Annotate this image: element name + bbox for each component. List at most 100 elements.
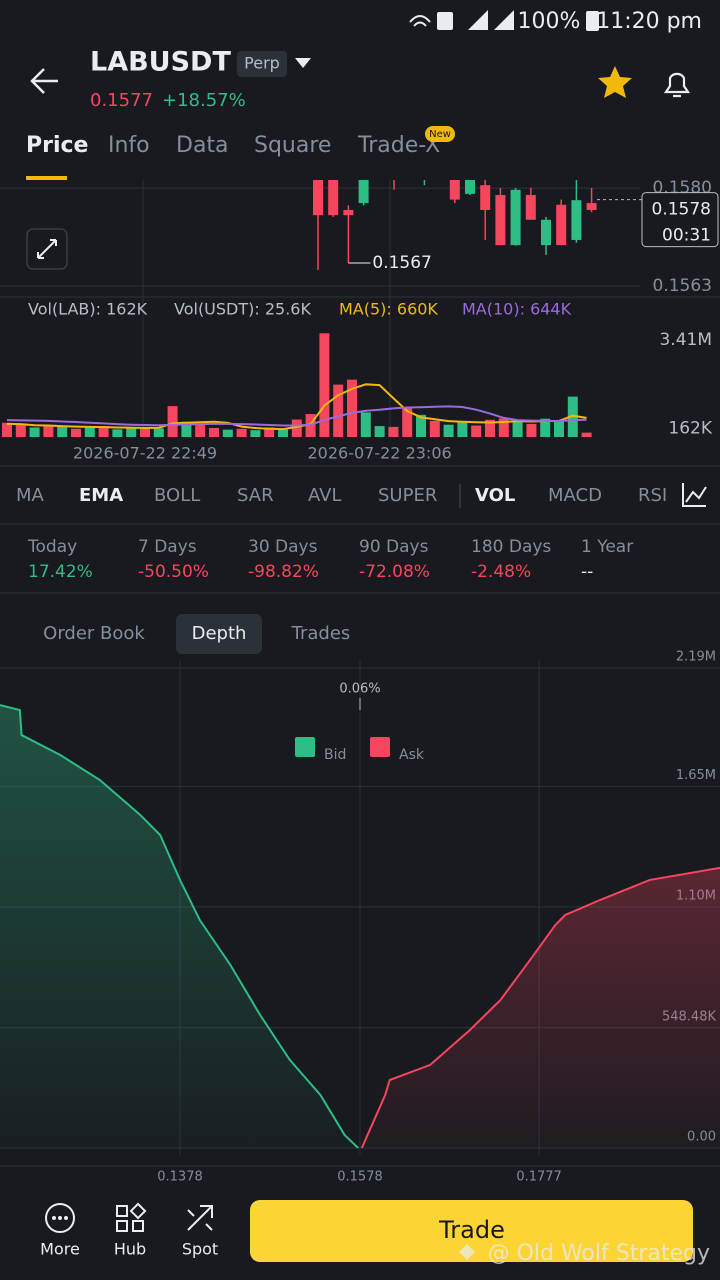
volume-bar: [291, 419, 302, 437]
indicator-tab[interactable]: VOL: [475, 485, 515, 506]
volume-bar: [485, 419, 495, 437]
favorite-star[interactable]: [598, 66, 632, 98]
symbol-dropdown[interactable]: [295, 58, 311, 68]
active-tab-underline: [26, 176, 67, 180]
candle-body: [328, 180, 339, 216]
indicator-tab[interactable]: SUPER: [378, 485, 437, 506]
tab[interactable]: Info: [108, 133, 150, 158]
volume-bar: [195, 423, 206, 437]
volume-bar: [84, 427, 95, 437]
clock: 11:20 pm: [596, 9, 702, 34]
expand-button[interactable]: [26, 228, 68, 270]
volume-bar: [278, 429, 288, 437]
book-tab[interactable]: Depth: [192, 623, 247, 644]
trade-button[interactable]: [250, 1200, 693, 1262]
back-button[interactable]: [30, 68, 58, 94]
price-tag-bg: [641, 192, 719, 248]
spread-annotation: 0.06%: [339, 682, 380, 697]
status-icons: [409, 10, 599, 31]
volume-bar: [57, 426, 68, 437]
indicator-tab[interactable]: EMA: [79, 485, 123, 506]
volume-bar: [250, 430, 261, 437]
volume-bar: [153, 428, 164, 437]
volume-bar: [347, 379, 357, 437]
period-label: Today: [27, 537, 77, 557]
volume-bar: [567, 396, 578, 437]
y-tick-label: 162K: [668, 419, 712, 439]
hub-icon: [116, 1202, 147, 1232]
indicator-tab[interactable]: BOLL: [154, 485, 200, 506]
alert-bell[interactable]: [663, 72, 691, 98]
volume-bar: [29, 427, 40, 437]
volume-bar: [526, 423, 537, 437]
depth-area: [361, 867, 720, 1148]
volume-bar: [167, 406, 178, 437]
bottom-nav: More Hub Spot: [40, 1240, 218, 1259]
candle-body: [343, 209, 354, 216]
indicator-tab[interactable]: AVL: [308, 485, 342, 506]
tab[interactable]: Data: [176, 133, 229, 158]
volume-bar: [402, 406, 413, 437]
indicator-tab[interactable]: RSI: [638, 485, 667, 506]
tab[interactable]: Square: [254, 133, 331, 158]
y-tick-label: 1.65M: [676, 768, 716, 783]
depth-line: [360, 866, 720, 1149]
volume-bar: [540, 418, 551, 437]
volume-bar: [554, 421, 564, 437]
volume-bar: [15, 423, 26, 437]
more-icon: [45, 1203, 75, 1233]
watermark-logo: [459, 1244, 475, 1260]
x-tick-label: 2026-07-22 22:49: [73, 444, 217, 463]
perp-badge: Perp: [244, 54, 280, 73]
performance: Today 17.42% 7 Days -50.50% 30 Days -98.82% 90…: [27, 537, 633, 582]
x-tick-label: 0.1777: [516, 1170, 562, 1185]
new-badge: New: [429, 129, 451, 140]
indicator-tab[interactable]: MA: [16, 485, 45, 506]
y-tick-label: 2.19M: [676, 650, 716, 665]
volume-bar: [98, 426, 109, 437]
volume-bar: [581, 432, 592, 437]
indicator-tab[interactable]: SAR: [237, 485, 274, 506]
period-change: 17.42%: [28, 562, 93, 582]
legend-entry: MA(5): 660K: [339, 300, 438, 319]
depth-line: [0, 704, 359, 1149]
price-change: +18.57%: [162, 90, 246, 111]
x-tick-label: 2026-07-22 23:06: [308, 444, 452, 463]
book-tab[interactable]: Trades: [291, 623, 351, 644]
volume-bar: [498, 418, 509, 437]
period-change: --: [581, 562, 593, 582]
nav-item[interactable]: More: [40, 1240, 80, 1259]
active-book-tab: [176, 614, 262, 654]
x-tick-label: 0.1378: [157, 1170, 203, 1185]
volume-bar: [71, 428, 81, 437]
nav-item[interactable]: Spot: [182, 1240, 218, 1259]
candle-body: [495, 194, 506, 246]
tab[interactable]: Price: [26, 133, 88, 158]
legend-swatch: [295, 737, 315, 757]
expand-icon: [37, 239, 57, 259]
candle-body: [525, 194, 536, 220]
indicator-tab[interactable]: MACD: [548, 485, 602, 506]
candle-body: [313, 180, 323, 216]
volume-chart: Vol(LAB): 162K Vol(USDT): 25.6K MA(5): 660…: [2, 300, 713, 463]
nav-item[interactable]: Hub: [114, 1240, 146, 1259]
volume-bar: [471, 425, 482, 437]
book-tab[interactable]: Order Book: [43, 623, 145, 644]
period-label: 1 Year: [581, 537, 633, 557]
legend-entry: MA(10): 644K: [462, 300, 572, 319]
last-price: 0.1577: [90, 90, 153, 111]
symbol[interactable]: LABUSDT: [90, 47, 231, 78]
period-change: -98.82%: [248, 562, 319, 582]
ma-line: [6, 405, 587, 427]
vol-legend: Vol(USDT): 25.6K: [174, 300, 311, 319]
volume-bar: [140, 427, 150, 437]
chart-settings[interactable]: [682, 483, 707, 507]
y-tick-label: 3.41M: [659, 330, 712, 350]
more-dots: [52, 1216, 68, 1220]
period-change: -50.50%: [138, 562, 209, 582]
legend-entry: Bid: [324, 747, 346, 763]
period-label: 7 Days: [138, 537, 197, 557]
candle-body: [510, 189, 521, 246]
